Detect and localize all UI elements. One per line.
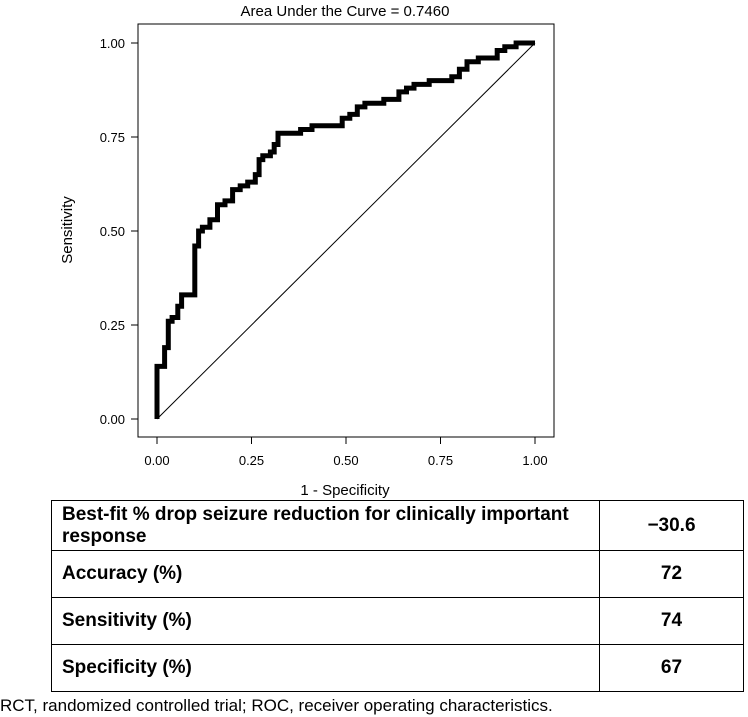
y-tick-label: 0.75 <box>100 130 125 145</box>
row-value-specificity: 67 <box>599 644 744 692</box>
y-tick-label: 0.25 <box>100 318 125 333</box>
roc-chart: Area Under the Curve = 0.7460 0.00 0.25 0.… <box>59 3 555 499</box>
x-tick-label: 1.00 <box>522 453 547 468</box>
table-row: Accuracy (%) 72 <box>51 550 744 598</box>
row-label-accuracy: Accuracy (%) <box>51 550 600 598</box>
row-value-best-fit: −30.6 <box>599 500 744 551</box>
row-label-best-fit: Best-fit % drop seizure reduction for cl… <box>51 500 600 551</box>
roc-curve <box>154 40 535 419</box>
reference-diagonal <box>156 42 536 420</box>
x-axis: 0.00 0.25 0.50 0.75 1.00 <box>144 436 548 468</box>
table-row: Best-fit % drop seizure reduction for cl… <box>51 500 744 551</box>
x-tick-label: 0.00 <box>144 453 169 468</box>
chart-title: Area Under the Curve = 0.7460 <box>241 3 450 20</box>
stats-table: Best-fit % drop seizure reduction for cl… <box>51 500 744 692</box>
row-label-sensitivity: Sensitivity (%) <box>51 597 600 645</box>
x-axis-label: 1 - Specificity <box>300 482 390 499</box>
table-row: Sensitivity (%) 74 <box>51 597 744 645</box>
y-tick-label: 1.00 <box>100 36 125 51</box>
row-value-sensitivity: 74 <box>599 597 744 645</box>
x-tick-label: 0.50 <box>333 453 358 468</box>
y-axis: 0.00 0.25 0.50 0.75 1.00 <box>100 36 139 427</box>
x-tick-label: 0.75 <box>428 453 453 468</box>
row-value-accuracy: 72 <box>599 550 744 598</box>
table-row: Specificity (%) 67 <box>51 644 744 692</box>
footnote: RCT, randomized controlled trial; ROC, r… <box>0 696 553 715</box>
y-tick-label: 0.50 <box>100 224 125 239</box>
row-label-specificity: Specificity (%) <box>51 644 600 692</box>
x-tick-label: 0.25 <box>239 453 264 468</box>
y-axis-label: Sensitivity <box>59 196 76 264</box>
y-tick-label: 0.00 <box>100 412 125 427</box>
